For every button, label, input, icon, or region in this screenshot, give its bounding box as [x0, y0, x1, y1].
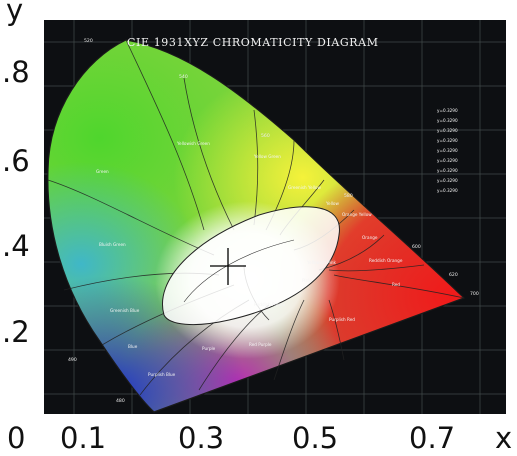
- wavelength-480: 480: [116, 398, 125, 404]
- x-tick-0.1: 0.1: [60, 421, 107, 455]
- y-tick-0.4: .4: [2, 229, 30, 263]
- color-region-labels: Green Yellowish Green Yellow Green Green…: [96, 141, 403, 377]
- legend-entry: y=0.3290: [437, 168, 458, 173]
- label-purplish-blue: Purplish Blue: [148, 372, 176, 377]
- label-reddish-purple: Reddish Purple: [254, 302, 286, 307]
- x-tick-0.3: 0.3: [178, 421, 225, 455]
- label-purplish-red: Purplish Red: [329, 317, 355, 322]
- label-pink: Pink: [302, 278, 311, 283]
- label-greenish-blue: Greenish Blue: [110, 308, 140, 313]
- label-bluish-green: Bluish Green: [99, 242, 126, 247]
- legend-block: y=0.3290 y=0.3290 y=0.3290 y=0.3290 y=0.…: [437, 108, 458, 193]
- y-axis-label: y: [6, 0, 24, 27]
- wavelength-620: 620: [449, 272, 458, 278]
- x-tick-0.7: 0.7: [409, 421, 456, 455]
- label-yellow: Yellow: [325, 201, 339, 206]
- label-green: Green: [96, 169, 109, 174]
- y-tick-0.6: .6: [2, 144, 30, 178]
- wavelength-540: 540: [179, 74, 188, 80]
- label-orange: Orange: [362, 235, 378, 240]
- white-point-crosshair: [210, 248, 246, 285]
- legend-entry: y=0.3290: [437, 158, 458, 163]
- y-tick-0.2: .2: [2, 315, 30, 349]
- label-red: Red: [392, 282, 400, 287]
- legend-entry: y=0.3290: [437, 148, 458, 153]
- legend-entry: y=0.3290: [437, 128, 458, 133]
- label-yellowish-green: Yellowish Green: [176, 141, 210, 146]
- chromaticity-diagram: CIE 1931XYZ CHROMATICITY DIAGRAM 520 540…: [44, 20, 506, 414]
- y-tick-0.8: .8: [2, 55, 30, 89]
- diagram-title: CIE 1931XYZ CHROMATICITY DIAGRAM: [127, 36, 379, 49]
- legend-entry: y=0.3290: [437, 118, 458, 123]
- legend-entry: y=0.3290: [437, 178, 458, 183]
- legend-entry: y=0.3290: [437, 138, 458, 143]
- label-purple: Purple: [202, 346, 216, 351]
- label-greenish-yellow: Greenish Yellow: [288, 185, 321, 190]
- wavelength-560: 560: [261, 133, 270, 139]
- label-red-purple: Red Purple: [249, 342, 272, 347]
- label-yellowish-pink: Yellowish Pink: [306, 260, 336, 265]
- label-reddish-orange: Reddish Orange: [369, 258, 403, 263]
- label-orange-yellow: Orange Yellow: [342, 212, 372, 217]
- wavelength-700: 700: [470, 291, 479, 297]
- wavelength-520: 520: [84, 38, 93, 44]
- legend-entry: y=0.3290: [437, 188, 458, 193]
- x-tick-0.5: 0.5: [292, 421, 339, 455]
- wavelength-600: 600: [412, 244, 421, 250]
- label-yellow-green: Yellow Green: [253, 154, 281, 159]
- wavelength-490: 490: [68, 357, 77, 363]
- legend-entry: y=0.3290: [437, 108, 458, 113]
- wavelength-marks: 520 540 560 580 600 620 700 490 480: [68, 38, 479, 404]
- x-tick-0: 0: [7, 421, 26, 455]
- label-blue: Blue: [128, 344, 138, 349]
- x-axis-label: x: [495, 421, 513, 455]
- wavelength-580: 580: [344, 193, 353, 199]
